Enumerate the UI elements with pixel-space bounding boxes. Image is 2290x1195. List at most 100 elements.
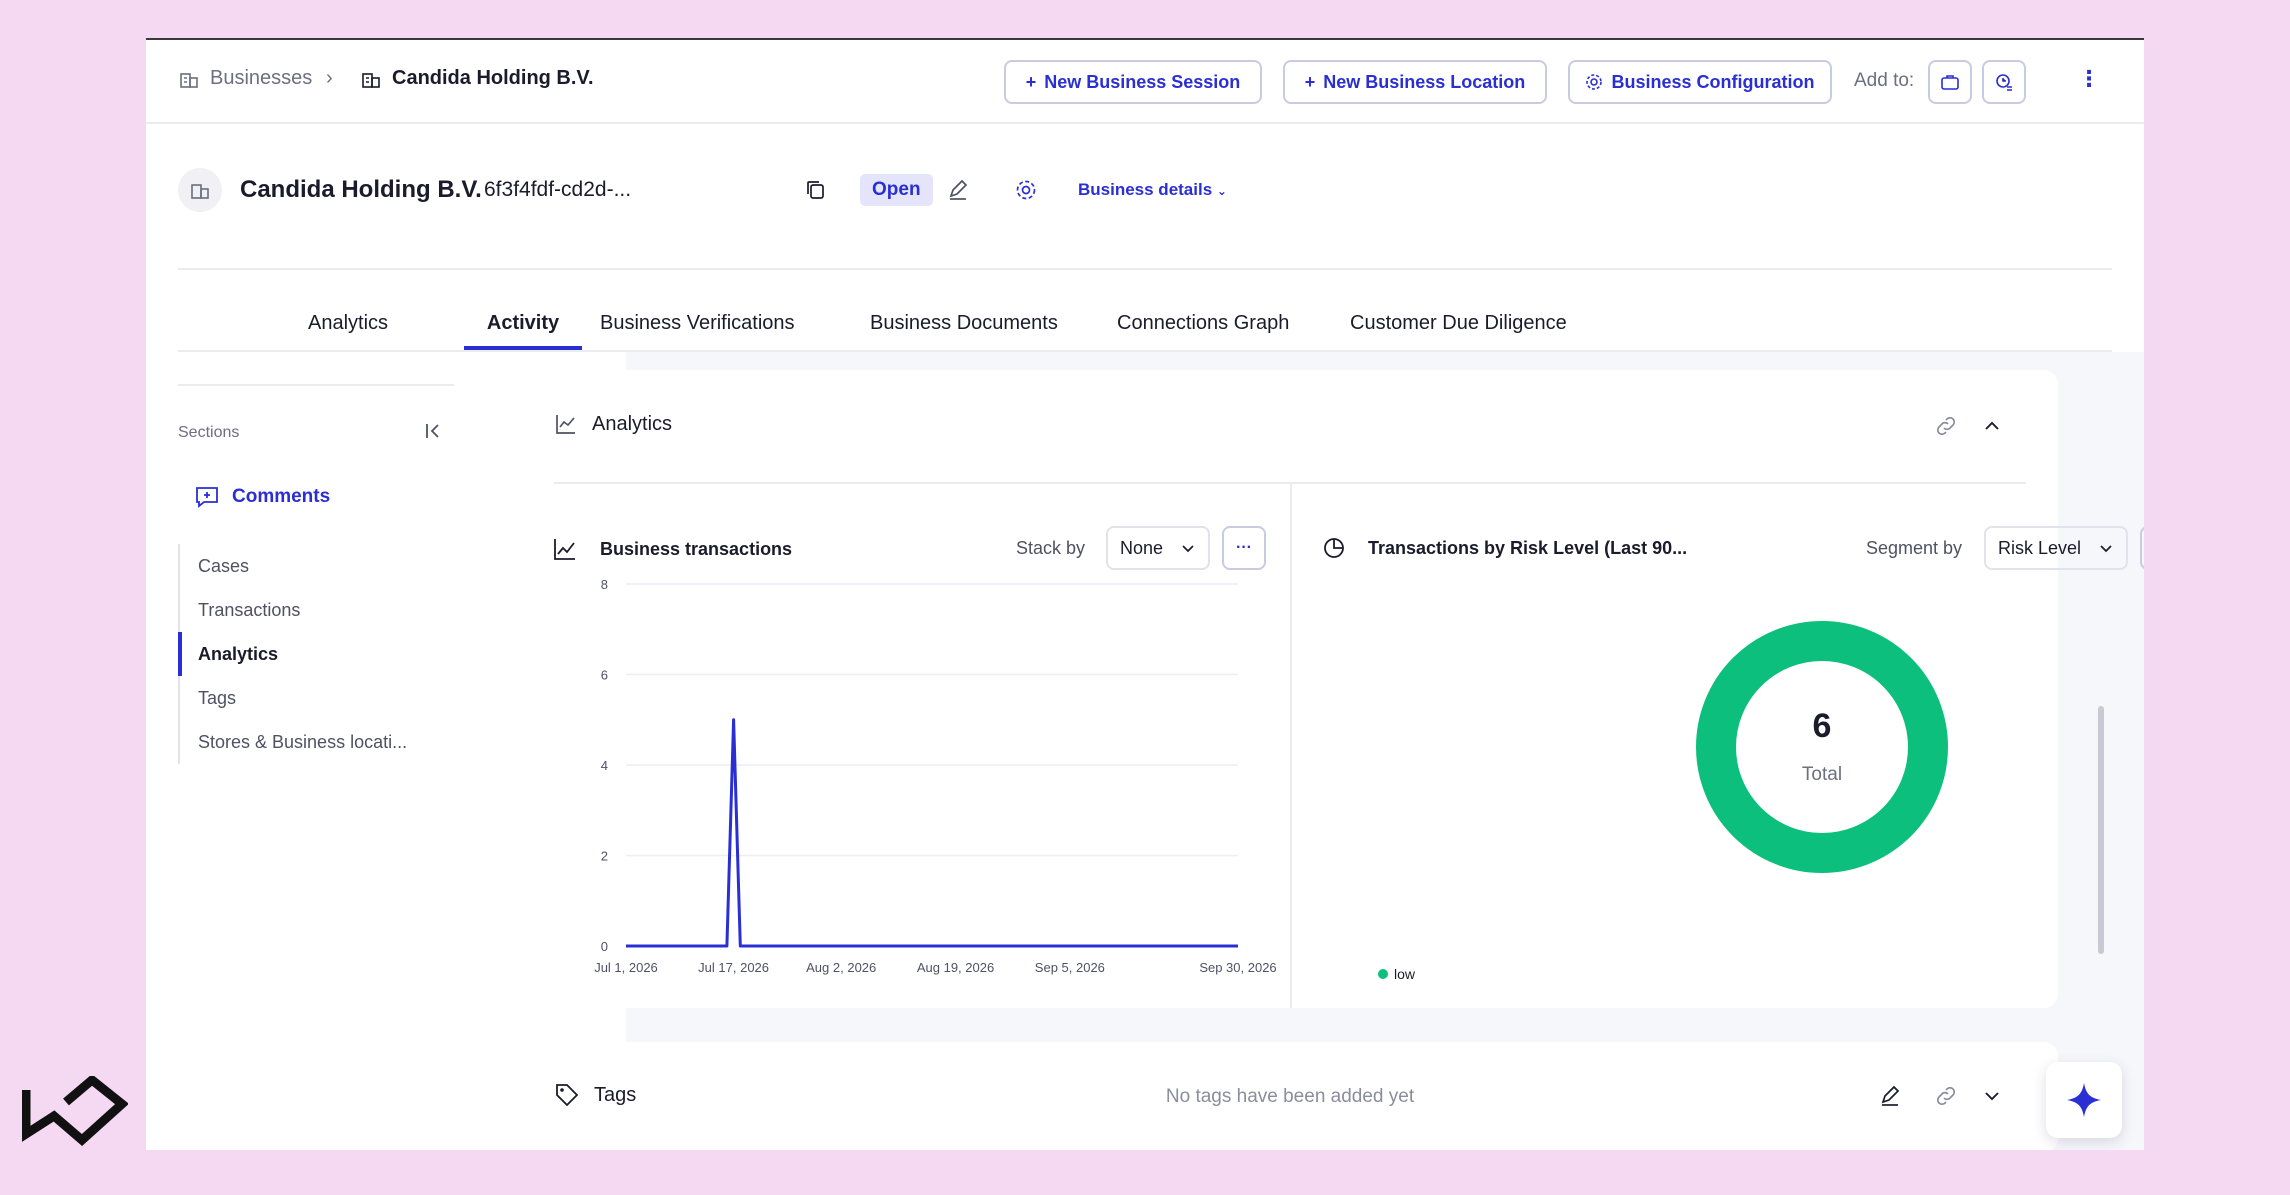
divider [554, 482, 2026, 484]
breadcrumb-current-label: Candida Holding B.V. [392, 67, 594, 89]
section-tags[interactable]: Tags [198, 688, 237, 708]
y-tick-label: 6 [601, 668, 608, 683]
transactions-more-button[interactable]: ··· [1222, 526, 1266, 570]
pie-chart-icon [1324, 538, 1344, 558]
stack-by-select[interactable]: None [1106, 526, 1210, 570]
add-to-case-button[interactable] [1928, 60, 1972, 104]
risk-more-button[interactable]: ··· [2140, 526, 2144, 570]
series-line [626, 718, 1238, 948]
y-tick-label: 8 [601, 577, 608, 592]
business-details-link[interactable]: Business details ⌄ [1078, 180, 1227, 200]
section-cases[interactable]: Cases [198, 556, 250, 576]
plus-icon: + [1304, 71, 1316, 92]
business-name: Candida Holding B.V. [240, 176, 482, 203]
briefcase-icon [1941, 75, 1959, 90]
comments-link[interactable]: Comments [194, 484, 330, 510]
new-business-session-button[interactable]: + New Business Session [1004, 60, 1262, 104]
segment-by-select[interactable]: Risk Level [1984, 526, 2128, 570]
x-tick-label: Sep 5, 2026 [1035, 960, 1105, 975]
business-transactions-title: Business transactions [600, 538, 793, 559]
tab-business-verifications[interactable]: Business Verifications [600, 312, 795, 334]
more-vertical-icon[interactable]: ⋮ [2078, 66, 2100, 91]
donut-total-label: Total [1802, 764, 1842, 785]
chevron-down-icon [1182, 545, 1194, 553]
business-details-label: Business details [1078, 180, 1213, 199]
trend-chart-icon [556, 415, 575, 434]
copy-icon[interactable] [804, 178, 828, 202]
business-transactions-header: Business transactions [552, 536, 792, 562]
link-icon[interactable] [1934, 414, 1958, 438]
section-transactions[interactable]: Transactions [198, 600, 301, 620]
pie-legend: low [1378, 966, 1415, 982]
legend-swatch-low [1378, 969, 1388, 979]
edit-icon[interactable] [1878, 1084, 1902, 1108]
line-chart-icon [554, 539, 575, 560]
chevron-down-icon[interactable] [1980, 1084, 2004, 1108]
tab-activity[interactable]: Activity [486, 312, 560, 334]
donut-slice-low [1696, 621, 1948, 873]
scrollbar[interactable] [2098, 706, 2104, 954]
analytics-card: Analytics Business transactions Stack by… [522, 370, 2144, 1008]
x-tick-label: Aug 19, 2026 [917, 960, 994, 975]
x-tick-label: Jul 17, 2026 [698, 960, 769, 975]
new-business-location-button[interactable]: + New Business Location [1283, 60, 1547, 104]
building-icon [180, 72, 198, 88]
status-badge: Open [860, 174, 933, 206]
link-icon[interactable] [1934, 1084, 1958, 1108]
new-session-label: New Business Session [1044, 71, 1241, 92]
gear-icon [1586, 74, 1603, 90]
sparkle-icon [2067, 1083, 2101, 1117]
edit-icon[interactable] [946, 178, 970, 202]
tags-header: Tags [554, 1082, 636, 1108]
building-icon [191, 184, 209, 199]
stack-by-label: Stack by [1016, 538, 1086, 558]
tab-business-documents[interactable]: Business Documents [870, 312, 1058, 334]
divider [178, 384, 454, 386]
watchlist-icon [1996, 74, 2012, 91]
ai-assistant-button[interactable] [2046, 1062, 2122, 1138]
breadcrumb-root-label: Businesses [210, 67, 313, 89]
business-header: Candida Holding B.V. 6f3f4fdf-cd2d-... O… [178, 168, 2112, 270]
y-tick-label: 4 [601, 758, 608, 773]
tab-connections-graph[interactable]: Connections Graph [1117, 312, 1290, 334]
collapse-sidebar-icon[interactable] [422, 420, 444, 442]
breadcrumb-businesses[interactable]: Businesses [178, 67, 312, 90]
analytics-card-header: Analytics [554, 412, 672, 436]
tags-empty-message: No tags have been added yet [1165, 1086, 1415, 1107]
risk-level-header: Transactions by Risk Level (Last 90... [1322, 536, 1687, 560]
breadcrumb-current: Candida Holding B.V. [360, 67, 594, 90]
app-window: Businesses › Candida Holding B.V. + New … [146, 38, 2144, 1150]
avatar [178, 168, 222, 212]
comment-plus-icon [196, 487, 218, 508]
x-tick-label: Jul 1, 2026 [594, 960, 658, 975]
tab-customer-due-diligence[interactable]: Customer Due Diligence [1350, 312, 1567, 334]
risk-level-title: Transactions by Risk Level (Last 90... [1368, 537, 1688, 558]
tag-icon [556, 1084, 579, 1107]
building-icon [362, 72, 380, 88]
gear-icon[interactable] [1014, 178, 1038, 202]
chevron-up-icon[interactable] [1980, 414, 2004, 438]
top-bar: Businesses › Candida Holding B.V. + New … [146, 40, 2144, 124]
chevron-down-icon [2100, 545, 2112, 553]
tags-card: Tags No tags have been added yet [522, 1042, 2058, 1150]
stack-by-value: None [1120, 537, 1164, 558]
analytics-card-title: Analytics [592, 412, 673, 435]
legend-label-low: low [1394, 966, 1416, 982]
add-to-label: Add to: [1854, 70, 1915, 91]
sections-list: Cases Transactions Analytics Tags Stores… [178, 544, 438, 764]
business-id: 6f3f4fdf-cd2d-... [484, 178, 632, 201]
chevron-down-icon: ⌄ [1216, 184, 1227, 198]
business-configuration-button[interactable]: Business Configuration [1568, 60, 1832, 104]
donut-total-value: 6 [1813, 707, 1832, 745]
configuration-label: Business Configuration [1611, 71, 1815, 92]
tab-analytics[interactable]: Analytics [307, 312, 389, 334]
section-stores-locations[interactable]: Stores & Business locati... [198, 732, 408, 752]
add-to-watchlist-button[interactable] [1982, 60, 2026, 104]
new-location-label: New Business Location [1323, 71, 1526, 92]
segment-by-label: Segment by [1866, 538, 1963, 558]
x-tick-label: Sep 30, 2026 [1199, 960, 1276, 975]
chevron-right-icon: › [326, 67, 333, 89]
charts-canvas: 0 2 4 6 8 Jul 1, 2026 Jul 17, 2026 Aug 2, 2026 A… [594, 577, 1948, 975]
segment-by-value: Risk Level [1998, 537, 2082, 558]
section-analytics[interactable]: Analytics [178, 632, 438, 676]
